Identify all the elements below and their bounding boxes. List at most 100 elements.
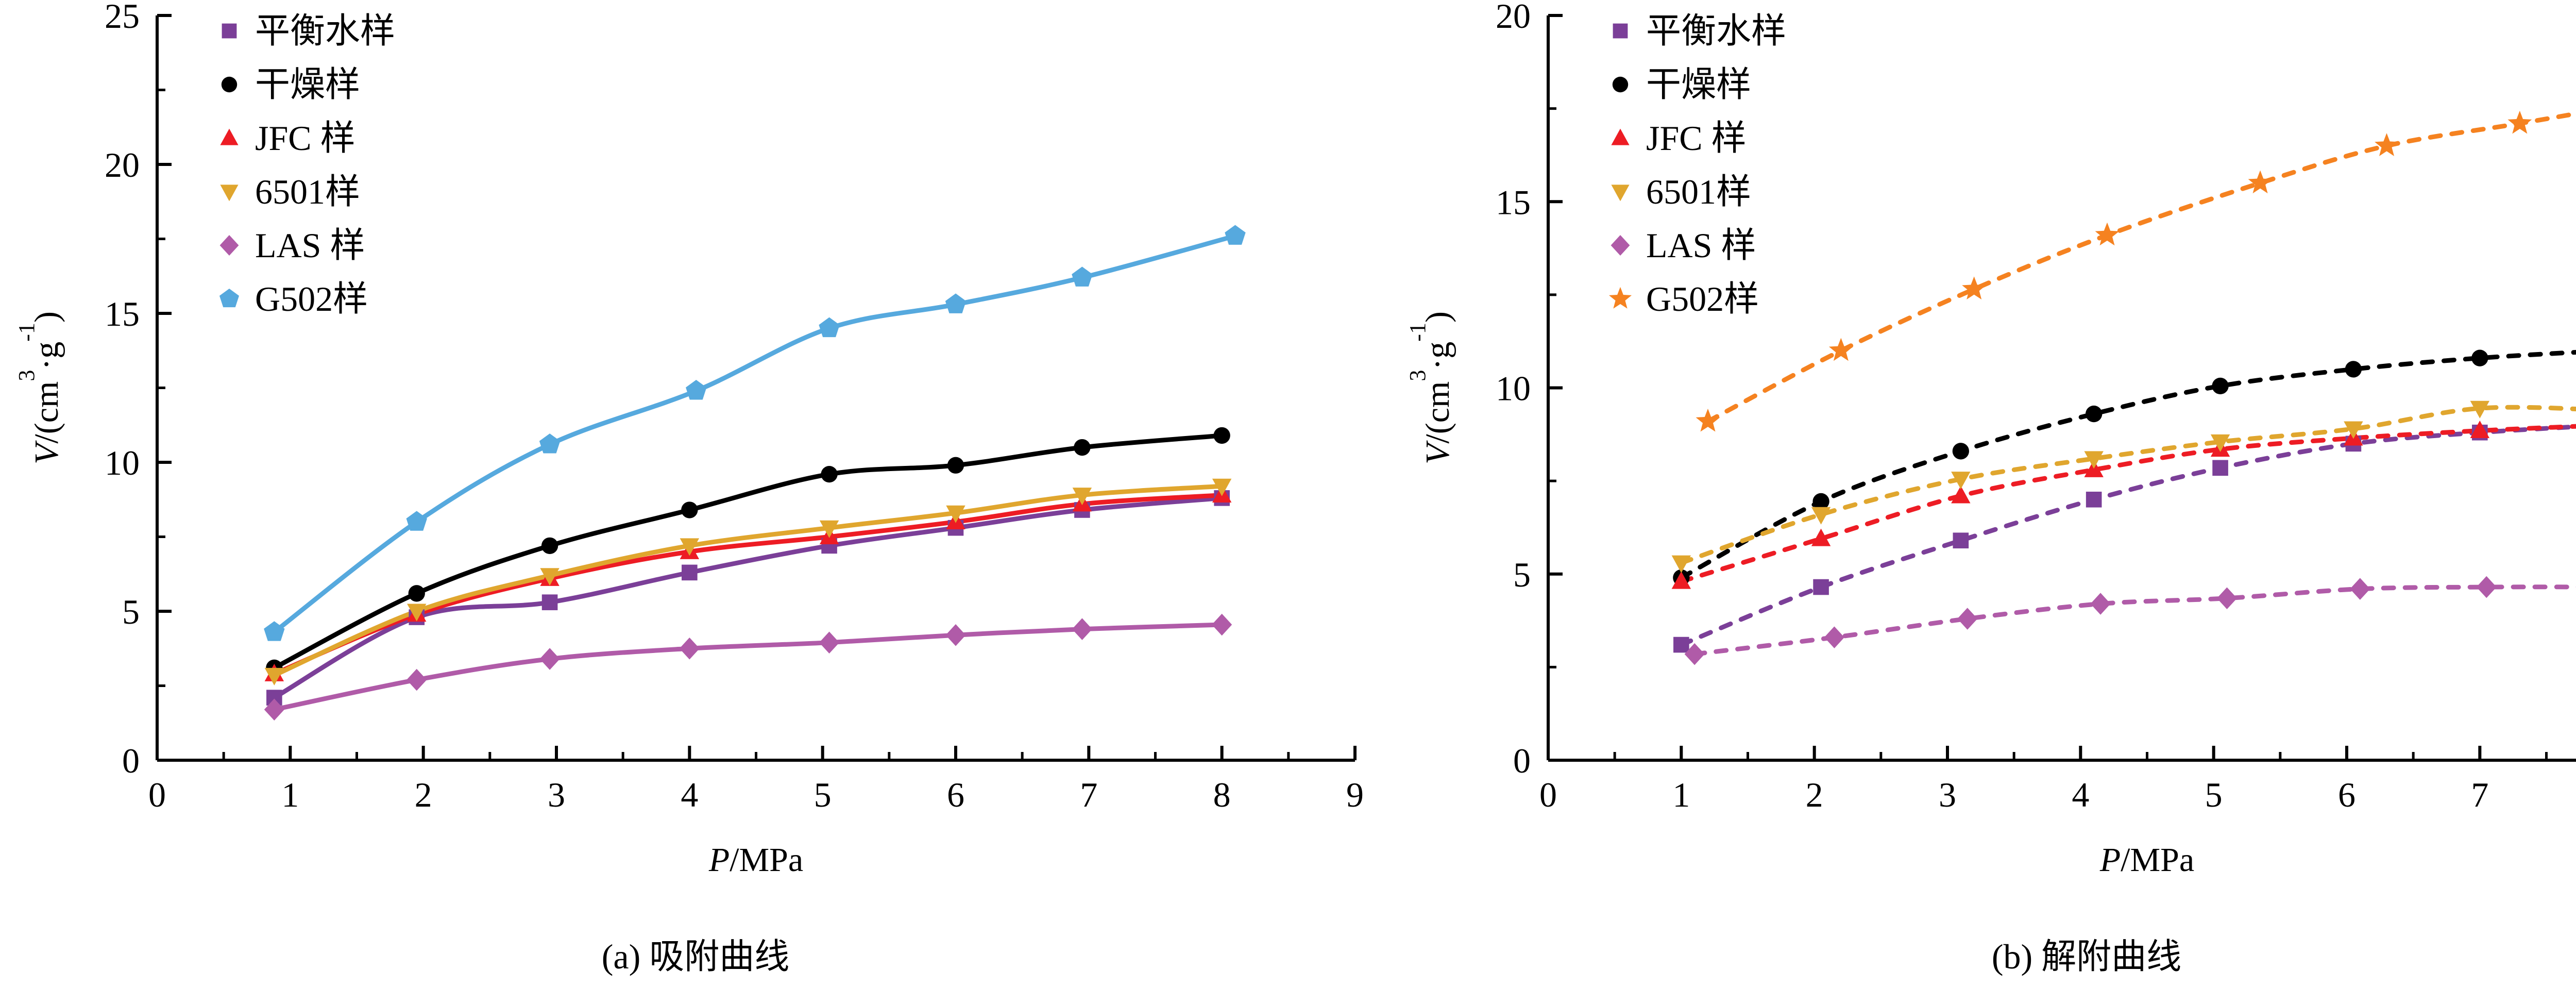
- legend-label: 6501样: [1646, 172, 1752, 211]
- legend-item-2[interactable]: 干燥样: [204, 58, 395, 111]
- legend-marker-triangle-down-icon: [1595, 175, 1646, 208]
- legend-b: 平衡水样干燥样 JFC 样 6501样 LAS 样 G502样: [1595, 4, 1786, 326]
- caption-a: (a) 吸附曲线: [601, 937, 790, 976]
- legend-item-3[interactable]: JFC 样: [204, 111, 395, 165]
- marker-diamond: [1957, 608, 1978, 630]
- legend-marker-svg: [221, 76, 238, 93]
- marker-square: [1953, 532, 1969, 549]
- marker-diamond: [2216, 587, 2238, 609]
- marker-triangle-down: [1671, 555, 1691, 573]
- marker-triangle-up: [1671, 571, 1691, 589]
- legend-item-3[interactable]: JFC 样: [1595, 111, 1786, 165]
- legend-item-6[interactable]: G502样: [204, 272, 395, 326]
- legend-marker-triangle-down-icon: [204, 175, 255, 208]
- marker-triangle-down: [264, 667, 284, 685]
- marker-pentagon: [686, 380, 707, 400]
- y-axis-title-unit-1: /(cm: [1419, 381, 1456, 444]
- legend-item-5[interactable]: LAS 样: [204, 219, 395, 272]
- marker-triangle-down: [407, 604, 427, 622]
- legend-item-4[interactable]: 6501样: [204, 165, 395, 219]
- x-tick-label: 9: [1346, 775, 1364, 814]
- legend-item-1[interactable]: 平衡水样: [1595, 4, 1786, 58]
- series-line-6: [272, 233, 1238, 634]
- marker-diamond: [2476, 576, 2497, 598]
- legend-label: LAS 样: [1646, 226, 1756, 265]
- series-line-2: [272, 433, 1225, 671]
- y-axis-title-sup-m1: -1: [14, 323, 39, 342]
- marker-circle: [821, 465, 838, 483]
- x-tick-label: 7: [1080, 775, 1097, 814]
- legend-item-6[interactable]: G502样: [1595, 272, 1786, 326]
- x-tick-label: 2: [1806, 775, 1823, 814]
- series-line-6: [1705, 111, 2576, 424]
- legend-marker-diamond-icon: [204, 229, 255, 262]
- legend-marker-svg: [220, 185, 239, 202]
- marker-triangle-down: [1611, 185, 1630, 202]
- legend-item-2[interactable]: 干燥样: [1595, 58, 1786, 111]
- marker-square: [2212, 460, 2228, 476]
- y-axis-title-sup-3: 3: [1405, 370, 1430, 381]
- marker-circle: [1612, 76, 1629, 93]
- legend-label: JFC 样: [1646, 119, 1747, 158]
- marker-diamond: [539, 648, 560, 670]
- y-axis-title-unit-1: /(cm: [28, 381, 65, 444]
- x-tick-label: 7: [2471, 775, 2488, 814]
- x-tick-label: 1: [1672, 775, 1690, 814]
- x-axis-title-italic: P: [708, 841, 730, 879]
- y-axis-title-italic: V: [1419, 440, 1456, 464]
- y-tick-label: 0: [122, 741, 140, 780]
- legend-a: 平衡水样干燥样 JFC 样 6501样 LAS 样 G502样: [204, 4, 395, 326]
- legend-marker-svg: [1611, 128, 1630, 145]
- x-tick-label: 2: [415, 775, 432, 814]
- y-tick-label: 5: [122, 592, 140, 631]
- series-line-1: [272, 495, 1225, 700]
- legend-item-5[interactable]: LAS 样: [1595, 219, 1786, 272]
- marker-triangle-down: [946, 505, 965, 523]
- marker-diamond: [406, 668, 427, 691]
- x-axis-title-unit: /MPa: [2121, 841, 2194, 879]
- series-line-4: [272, 483, 1225, 678]
- marker-diamond: [219, 235, 239, 256]
- marker-circle: [541, 537, 558, 554]
- marker-diamond: [1212, 613, 1232, 636]
- marker-pentagon: [539, 433, 561, 454]
- marker-triangle-down: [2210, 434, 2230, 452]
- legend-label: G502样: [255, 279, 368, 319]
- marker-triangle-up: [2470, 421, 2490, 439]
- x-tick-label: 3: [548, 775, 565, 814]
- legend-label: 干燥样: [1646, 65, 1752, 104]
- y-axis-title: V/(cm3·g-1): [14, 311, 66, 464]
- y-axis-title-italic: V: [28, 440, 65, 464]
- legend-marker-svg: [219, 289, 240, 308]
- legend-marker-circle-icon: [204, 68, 255, 101]
- marker-star: [2507, 110, 2532, 134]
- marker-diamond: [264, 698, 284, 721]
- legend-marker-circle-icon: [1595, 68, 1646, 101]
- x-tick-label: 5: [814, 775, 832, 814]
- marker-square: [222, 23, 237, 39]
- marker-triangle-down: [819, 520, 839, 538]
- legend-label: 平衡水样: [255, 11, 396, 51]
- marker-circle: [947, 457, 964, 474]
- y-axis-title-sup-3: 3: [14, 370, 39, 381]
- legend-marker-svg: [219, 235, 239, 256]
- series-line-5: [1692, 584, 2576, 657]
- x-axis-title: P/MPa: [2099, 841, 2194, 879]
- x-axis-title-unit: /MPa: [730, 841, 803, 879]
- legend-marker-triangle-up-icon: [204, 122, 255, 155]
- marker-pentagon: [819, 317, 840, 338]
- marker-square: [541, 594, 558, 610]
- marker-diamond: [1824, 626, 1844, 648]
- marker-star: [2375, 133, 2399, 156]
- legend-item-1[interactable]: 平衡水样: [204, 4, 395, 58]
- marker-diamond: [679, 638, 700, 660]
- marker-triangle-down: [1811, 507, 1831, 525]
- legend-item-4[interactable]: 6501样: [1595, 165, 1786, 219]
- x-tick-label: 6: [947, 775, 964, 814]
- x-axis-title: P/MPa: [708, 841, 803, 879]
- legend-marker-svg: [220, 128, 239, 145]
- x-tick-label: 0: [1539, 775, 1557, 814]
- y-axis-title-unit-2: ·g: [28, 342, 65, 370]
